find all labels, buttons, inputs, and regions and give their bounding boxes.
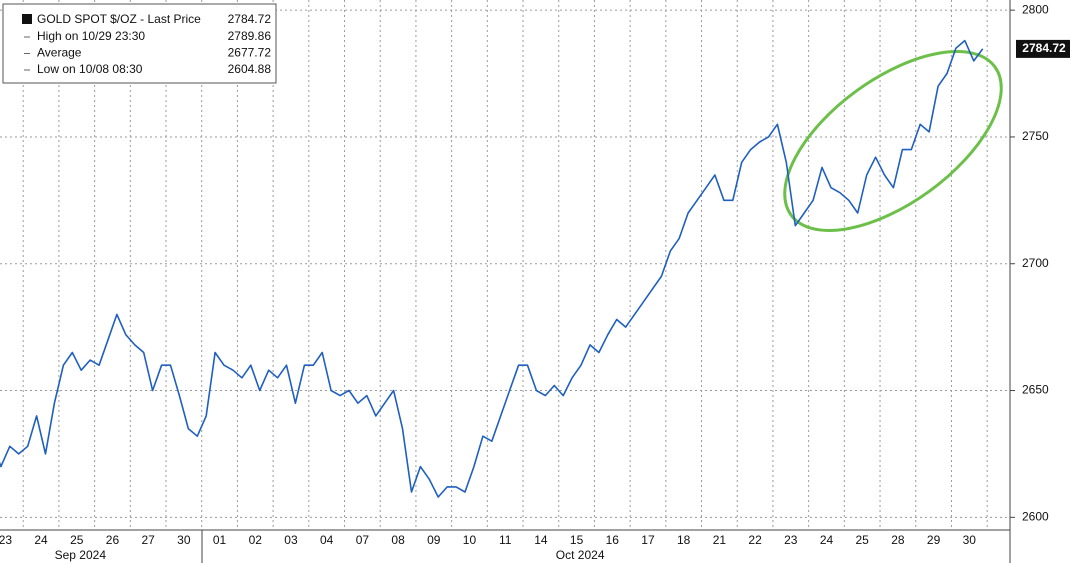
x-tick-label: 24 <box>34 533 48 547</box>
last-price-tag <box>1016 39 1070 58</box>
y-tick-label: 2650 <box>1022 383 1049 397</box>
legend-box <box>2 3 277 84</box>
legend: GOLD SPOT $/OZ - Last Price 2784.72 High… <box>2 3 277 84</box>
stat-label: High on 10/29 23:30 <box>37 29 145 43</box>
x-tick-label: 27 <box>141 533 155 547</box>
x-tick-label: 04 <box>320 533 334 547</box>
x-tick-label: 25 <box>70 533 84 547</box>
legend-label: GOLD SPOT $/OZ - Last Price <box>37 12 201 26</box>
x-tick-label: 08 <box>391 533 405 547</box>
x-tick-label: 22 <box>748 533 762 547</box>
x-tick-label: 16 <box>606 533 620 547</box>
last-price-label: 2784.72 <box>1022 41 1066 55</box>
x-tick-label: 09 <box>427 533 441 547</box>
month-label: Sep 2024 <box>55 548 107 562</box>
x-tick-label: 01 <box>213 533 227 547</box>
x-tick-label: 02 <box>249 533 263 547</box>
x-tick-label: 11 <box>499 533 512 547</box>
x-tick-label: 26 <box>106 533 120 547</box>
stat-label: Average <box>37 46 82 60</box>
price-line <box>0 39 984 498</box>
y-tick-label: 2600 <box>1022 509 1049 523</box>
x-tick-label: 07 <box>356 533 370 547</box>
x-tick-label: 03 <box>284 533 298 547</box>
y-tick-label: 2750 <box>1022 129 1049 143</box>
x-tick-label: 15 <box>570 533 584 547</box>
x-tick-label: 28 <box>891 533 905 547</box>
x-tick-label: 24 <box>820 533 834 547</box>
stat-value: 2677.72 <box>228 46 272 60</box>
x-tick-label: 14 <box>534 533 548 547</box>
legend-value: 2784.72 <box>228 12 272 26</box>
stat-label: Low on 10/08 08:30 <box>37 62 143 76</box>
stat-value: 2604.88 <box>228 62 272 76</box>
x-tick-label: 17 <box>641 533 655 547</box>
x-tick-label: 23 <box>784 533 798 547</box>
legend-swatch <box>22 14 32 24</box>
x-tick-label: 18 <box>677 533 691 547</box>
y-tick-label: 2800 <box>1022 2 1049 16</box>
x-tick-label: 23 <box>0 533 12 547</box>
x-tick-label: 25 <box>856 533 870 547</box>
x-tick-label: 10 <box>463 533 477 547</box>
y-tick-label: 2700 <box>1022 256 1049 270</box>
x-tick-label: 21 <box>713 533 727 547</box>
x-tick-label: 29 <box>927 533 941 547</box>
stat-value: 2789.86 <box>228 29 272 43</box>
highlight-ellipse <box>783 50 1003 232</box>
x-tick-label: 30 <box>177 533 191 547</box>
month-label: Oct 2024 <box>556 548 605 562</box>
x-tick-label: 30 <box>963 533 977 547</box>
